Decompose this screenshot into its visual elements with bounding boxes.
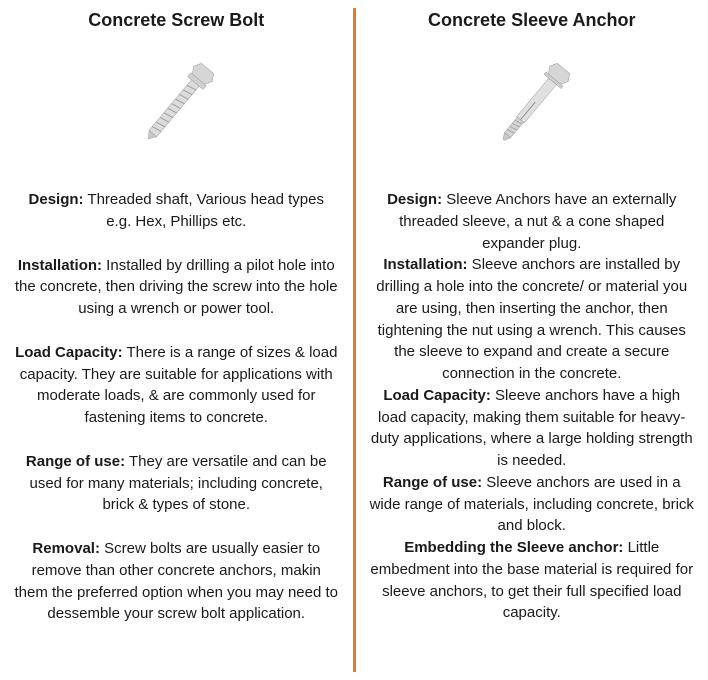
right-title: Concrete Sleeve Anchor bbox=[370, 10, 695, 31]
left-title: Concrete Screw Bolt bbox=[14, 10, 339, 31]
section-text: Threaded shaft, Various head types e.g. … bbox=[84, 191, 324, 230]
right-section-embed: Embedding the Sleeve anchor: Little embe… bbox=[370, 537, 695, 624]
right-section-load: Load Capacity: Sleeve anchors have a hig… bbox=[370, 385, 695, 472]
section-label: Load Capacity: bbox=[15, 344, 123, 361]
left-section-load: Load Capacity: There is a range of sizes… bbox=[14, 342, 339, 429]
section-label: Embedding the Sleeve anchor: bbox=[404, 539, 623, 556]
left-column: Concrete Screw Bolt bbox=[0, 0, 353, 680]
section-label: Range of use: bbox=[26, 453, 125, 470]
left-section-design: Design: Threaded shaft, Various head typ… bbox=[14, 189, 339, 233]
section-label: Design: bbox=[387, 191, 442, 208]
left-section-installation: Installation: Installed by drilling a pi… bbox=[14, 255, 339, 320]
section-label: Installation: bbox=[18, 257, 102, 274]
right-column: Concrete Sleeve Anchor bbox=[356, 0, 708, 680]
sleeve-anchor-icon bbox=[477, 51, 587, 161]
section-label: Load Capacity: bbox=[383, 387, 491, 404]
section-label: Range of use: bbox=[383, 474, 482, 491]
right-section-installation: Installation: Sleeve anchors are install… bbox=[370, 254, 695, 385]
section-text: Sleeve anchors are installed by drilling… bbox=[376, 256, 687, 382]
section-label: Installation: bbox=[383, 256, 467, 273]
right-section-design: Design: Sleeve Anchors have an externall… bbox=[370, 189, 695, 254]
section-label: Removal: bbox=[32, 540, 100, 557]
comparison-wrapper: Concrete Screw Bolt bbox=[0, 0, 708, 680]
sleeve-anchor-image bbox=[370, 41, 695, 171]
screw-bolt-icon bbox=[121, 51, 231, 161]
section-label: Design: bbox=[29, 191, 84, 208]
screw-bolt-image bbox=[14, 41, 339, 171]
right-section-range: Range of use: Sleeve anchors are used in… bbox=[370, 472, 695, 537]
left-section-removal: Removal: Screw bolts are usually easier … bbox=[14, 538, 339, 625]
left-section-range: Range of use: They are versatile and can… bbox=[14, 451, 339, 516]
